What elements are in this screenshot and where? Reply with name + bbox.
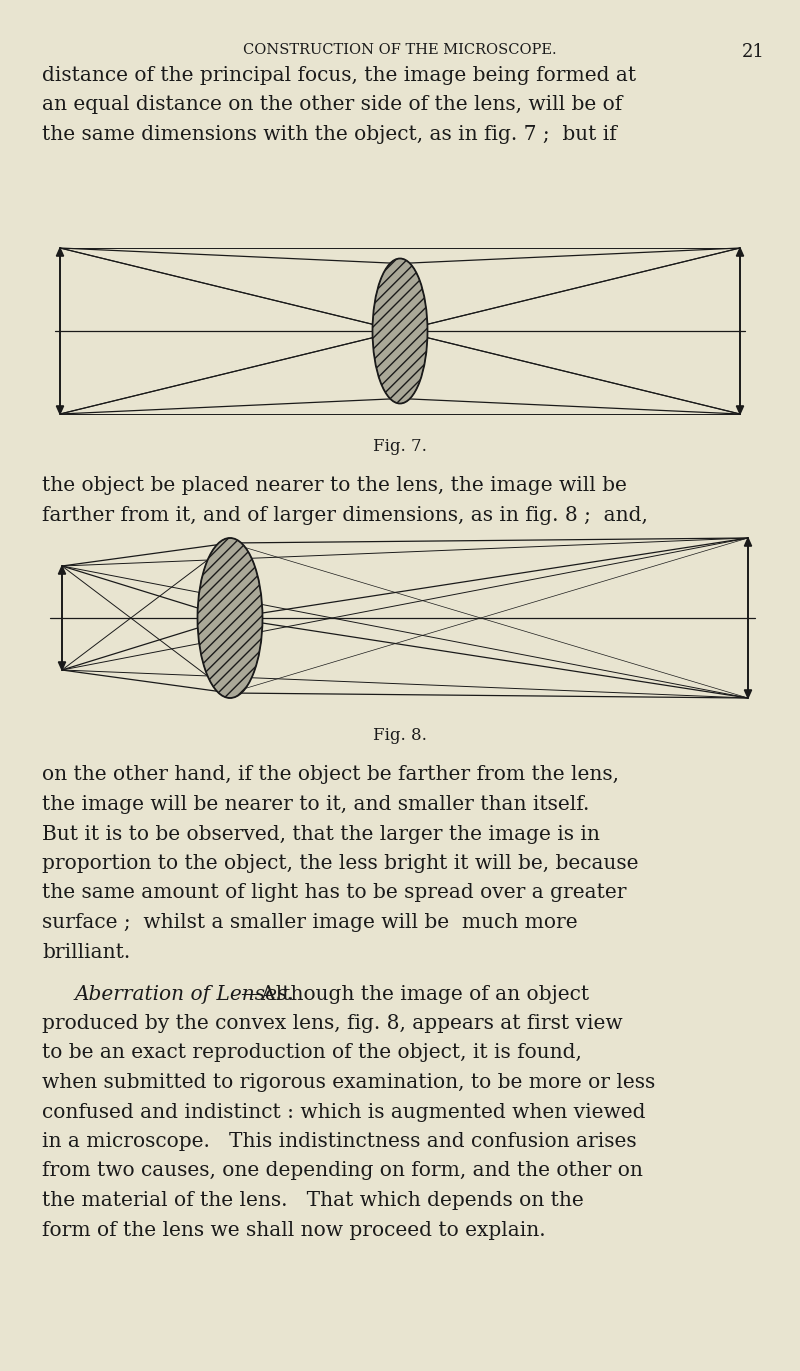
Text: brilliant.: brilliant.	[42, 942, 130, 961]
Text: distance of the principal focus, the image being formed at: distance of the principal focus, the ima…	[42, 66, 636, 85]
Text: to be an exact reproduction of the object, it is found,: to be an exact reproduction of the objec…	[42, 1043, 582, 1063]
Text: Aberration of Lenses.: Aberration of Lenses.	[75, 984, 294, 1004]
Text: the same dimensions with the object, as in fig. 7 ;  but if: the same dimensions with the object, as …	[42, 125, 617, 144]
Text: an equal distance on the other side of the lens, will be of: an equal distance on the other side of t…	[42, 96, 622, 115]
Text: the object be placed nearer to the lens, the image will be: the object be placed nearer to the lens,…	[42, 476, 627, 495]
Polygon shape	[737, 406, 744, 414]
Text: the image will be nearer to it, and smaller than itself.: the image will be nearer to it, and smal…	[42, 795, 590, 814]
Text: But it is to be observed, that the larger the image is in: But it is to be observed, that the large…	[42, 824, 600, 843]
Text: the same amount of light has to be spread over a greater: the same amount of light has to be sprea…	[42, 883, 626, 902]
Text: form of the lens we shall now proceed to explain.: form of the lens we shall now proceed to…	[42, 1220, 546, 1239]
Text: surface ;  whilst a smaller image will be  much more: surface ; whilst a smaller image will be…	[42, 913, 578, 932]
Text: in a microscope.   This indistinctness and confusion arises: in a microscope. This indistinctness and…	[42, 1132, 637, 1152]
Text: from two causes, one depending on form, and the other on: from two causes, one depending on form, …	[42, 1161, 643, 1180]
Text: the material of the lens.   That which depends on the: the material of the lens. That which dep…	[42, 1191, 584, 1211]
Text: produced by the convex lens, fig. 8, appears at first view: produced by the convex lens, fig. 8, app…	[42, 1015, 622, 1032]
Polygon shape	[56, 406, 64, 414]
Polygon shape	[744, 537, 751, 546]
Text: Fig. 7.: Fig. 7.	[373, 437, 427, 455]
Polygon shape	[56, 248, 64, 256]
Polygon shape	[744, 690, 751, 698]
Polygon shape	[58, 566, 66, 574]
Text: farther from it, and of larger dimensions, as in fig. 8 ;  and,: farther from it, and of larger dimension…	[42, 506, 648, 525]
Text: confused and indistinct : which is augmented when viewed: confused and indistinct : which is augme…	[42, 1102, 646, 1121]
Text: 21: 21	[742, 43, 765, 60]
Polygon shape	[58, 662, 66, 670]
Text: Fig. 8.: Fig. 8.	[373, 728, 427, 744]
Ellipse shape	[198, 537, 262, 698]
Text: on the other hand, if the object be farther from the lens,: on the other hand, if the object be fart…	[42, 765, 619, 784]
Polygon shape	[737, 248, 744, 256]
Text: proportion to the object, the less bright it will be, because: proportion to the object, the less brigh…	[42, 854, 638, 873]
Text: when submitted to rigorous examination, to be more or less: when submitted to rigorous examination, …	[42, 1073, 655, 1091]
Text: —Although the image of an object: —Although the image of an object	[241, 984, 590, 1004]
Ellipse shape	[373, 259, 427, 403]
Text: CONSTRUCTION OF THE MICROSCOPE.: CONSTRUCTION OF THE MICROSCOPE.	[243, 43, 557, 58]
